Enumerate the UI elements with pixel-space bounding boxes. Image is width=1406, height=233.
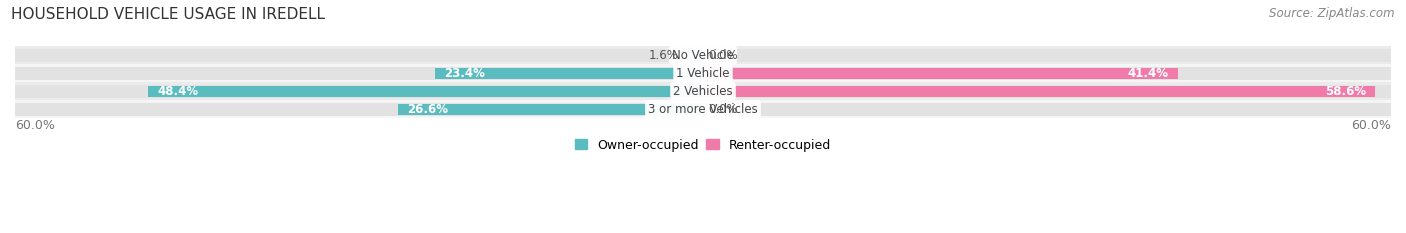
Text: 41.4%: 41.4%	[1128, 67, 1168, 80]
Bar	[15, 46, 1391, 64]
Bar	[15, 67, 703, 80]
Bar	[685, 50, 703, 61]
Text: Source: ZipAtlas.com: Source: ZipAtlas.com	[1270, 7, 1395, 20]
Text: 26.6%: 26.6%	[408, 103, 449, 116]
Text: HOUSEHOLD VEHICLE USAGE IN IREDELL: HOUSEHOLD VEHICLE USAGE IN IREDELL	[11, 7, 325, 22]
Bar	[15, 100, 1391, 118]
Bar	[703, 103, 1391, 116]
Bar	[703, 49, 1391, 62]
Text: 60.0%: 60.0%	[15, 119, 55, 132]
Text: 23.4%: 23.4%	[444, 67, 485, 80]
Text: 2 Vehicles: 2 Vehicles	[673, 85, 733, 98]
Bar	[148, 86, 703, 97]
Bar	[703, 86, 1375, 97]
Bar	[15, 85, 703, 98]
Bar	[434, 68, 703, 79]
Bar	[15, 64, 1391, 82]
Legend: Owner-occupied, Renter-occupied: Owner-occupied, Renter-occupied	[575, 139, 831, 151]
Text: No Vehicle: No Vehicle	[672, 49, 734, 62]
Text: 48.4%: 48.4%	[157, 85, 198, 98]
Bar	[15, 103, 703, 116]
Text: 58.6%: 58.6%	[1324, 85, 1365, 98]
Bar	[703, 85, 1391, 98]
Text: 0.0%: 0.0%	[709, 103, 738, 116]
Bar	[15, 49, 703, 62]
Bar	[15, 82, 1391, 100]
Bar	[398, 104, 703, 115]
Bar	[703, 67, 1391, 80]
Text: 3 or more Vehicles: 3 or more Vehicles	[648, 103, 758, 116]
Bar	[703, 68, 1178, 79]
Text: 1 Vehicle: 1 Vehicle	[676, 67, 730, 80]
Text: 0.0%: 0.0%	[709, 49, 738, 62]
Text: 60.0%: 60.0%	[1351, 119, 1391, 132]
Text: 1.6%: 1.6%	[650, 49, 679, 62]
